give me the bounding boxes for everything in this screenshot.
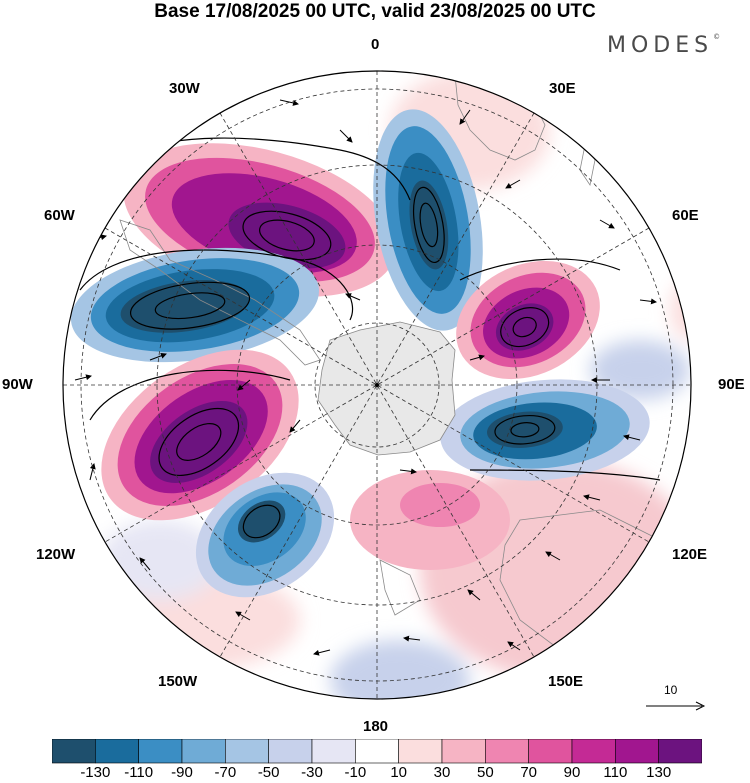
lon-label-90w: 90W [2, 376, 33, 393]
colorbar-swatch [441, 739, 486, 764]
wind-vector [313, 649, 331, 656]
colorbar-tick-label: -130 [80, 764, 111, 781]
reference-vector-arrow [646, 701, 706, 711]
lon-label-120w: 120W [36, 546, 76, 563]
south-america-outline [119, 219, 321, 366]
high-anomaly-west [101, 349, 299, 521]
wind-vector [545, 551, 561, 561]
colorbar-tick-label: -110 [124, 764, 154, 781]
low-anomaly-west [70, 247, 320, 363]
wind-vector [459, 109, 471, 125]
colorbar-swatch [528, 739, 573, 764]
graticule [63, 71, 691, 699]
logo-text: MODES [607, 33, 714, 58]
colorbar-swatch [615, 739, 659, 764]
wind-vector [139, 557, 151, 571]
wind-vector [403, 635, 421, 642]
colorbar-swatch [398, 739, 443, 764]
colorbar-tick-label: -30 [301, 764, 323, 781]
lon-label-60e: 60E [672, 207, 699, 224]
antarctica [317, 321, 456, 456]
colorbar [52, 739, 702, 764]
wind-vector [639, 298, 657, 305]
colorbar-tick-label: 110 [603, 764, 628, 781]
lon-label-30e: 30E [549, 80, 576, 97]
colorbar-tick-label: 90 [563, 764, 581, 781]
wind-vector [345, 293, 361, 301]
colorbar-swatch [52, 739, 96, 764]
anomaly-field [63, 71, 691, 699]
colorbar-tick-label: 130 [646, 764, 672, 781]
lon-label-150e: 150E [548, 673, 584, 690]
colorbar-tick-label: -50 [257, 764, 280, 781]
colorbar-swatch [485, 739, 529, 764]
logo-mark: © [713, 33, 721, 41]
map-title: Base 17/08/2025 00 UTC, valid 23/08/2025… [154, 1, 596, 22]
lon-label-150w: 150W [158, 673, 198, 690]
colorbar-swatch [181, 739, 226, 764]
colorbar-swatch [355, 739, 399, 764]
lon-label-120e: 120E [672, 546, 708, 563]
wind-vector [469, 354, 485, 361]
wind-vector [623, 434, 641, 441]
wind-vector [199, 110, 219, 117]
colorbar-swatch [658, 739, 702, 764]
lon-label-30w: 30W [169, 80, 200, 97]
wind-vector [237, 379, 251, 391]
wind-vector [399, 468, 417, 475]
wind-vector [599, 219, 615, 229]
colorbar-swatch [95, 739, 139, 764]
wind-vector [583, 494, 601, 501]
lon-label-180: 180 [363, 718, 389, 735]
wind-vector [235, 611, 251, 621]
colorbar-tick-label: 70 [520, 764, 537, 781]
colorbar-tick-label: 50 [476, 764, 494, 781]
high-anomaly-south [350, 470, 510, 570]
wind-vector [74, 374, 92, 381]
colorbar-swatch [311, 739, 356, 764]
colorbar-swatch [138, 739, 183, 764]
modes-logo: MODES© [607, 33, 720, 58]
wind-vector [119, 132, 139, 141]
colorbar-tick-label: 10 [390, 764, 407, 781]
colorbar-swatch [571, 739, 616, 764]
lon-label-90e: 90E [718, 376, 745, 393]
wind-vector [149, 352, 167, 361]
lon-label-0: 0 [371, 36, 380, 53]
colorbar-swatch [225, 739, 269, 764]
wind-vector [507, 641, 521, 651]
wind-vector [289, 419, 301, 433]
low-anomaly-east [440, 379, 650, 481]
wind-vector [505, 179, 521, 189]
colorbar-swatch [268, 739, 313, 764]
wind-vector [89, 463, 96, 481]
colorbar-tick-label: -10 [344, 764, 367, 781]
new-zealand-outline [379, 559, 421, 616]
colorbar-tick-label: -90 [171, 764, 193, 781]
wind-vector [339, 129, 353, 143]
colorbar-tick-label: -70 [214, 764, 237, 781]
wind-vector [467, 589, 481, 601]
lon-label-60w: 60W [44, 207, 75, 224]
map-border [62, 70, 692, 700]
reference-vector-label: 10 [664, 683, 678, 697]
low-anomaly-north [373, 109, 483, 331]
pole-marker [375, 383, 379, 387]
colorbar-tick-label: 30 [433, 764, 451, 781]
